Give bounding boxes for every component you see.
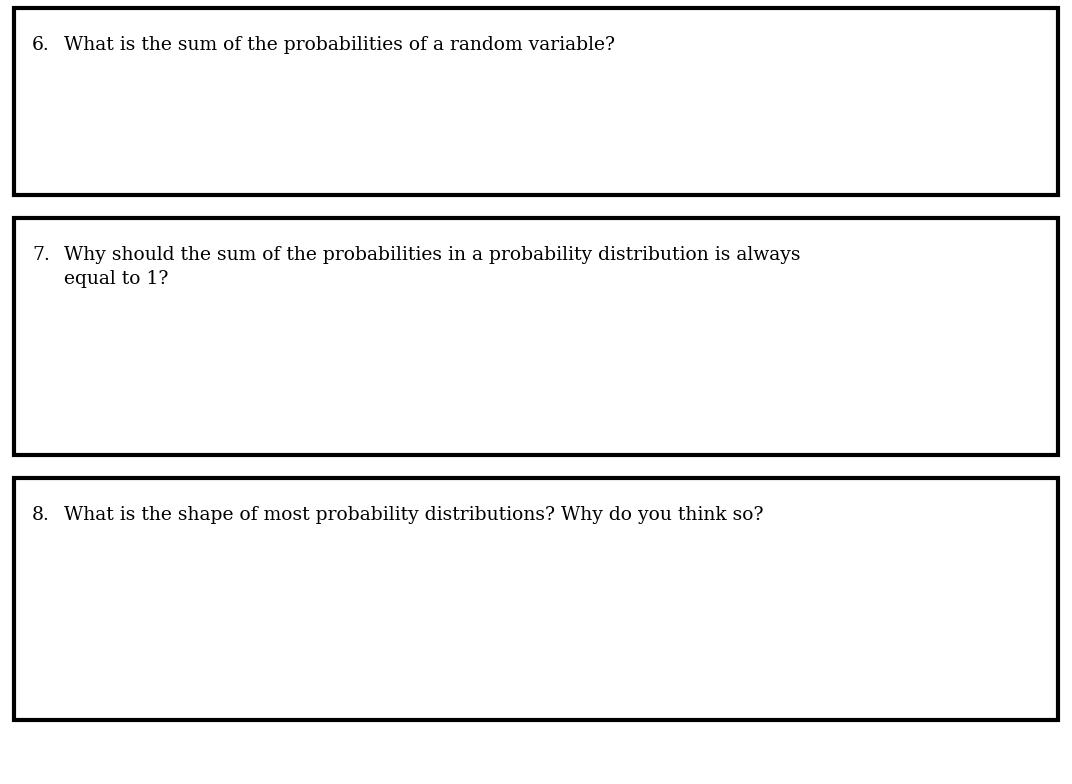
Bar [14,8,1058,195]
Text: Why should the sum of the probabilities in a probability distribution is always: Why should the sum of the probabilities … [64,246,801,264]
Bar [14,478,1058,720]
Text: 6.: 6. [32,36,49,54]
Text: What is the sum of the probabilities of a random variable?: What is the sum of the probabilities of … [64,36,615,54]
Text: equal to 1?: equal to 1? [64,270,168,288]
Text: 8.: 8. [32,506,50,524]
Text: What is the shape of most probability distributions? Why do you think so?: What is the shape of most probability di… [64,506,763,524]
Text: 7.: 7. [32,246,50,264]
Bar [14,218,1058,455]
